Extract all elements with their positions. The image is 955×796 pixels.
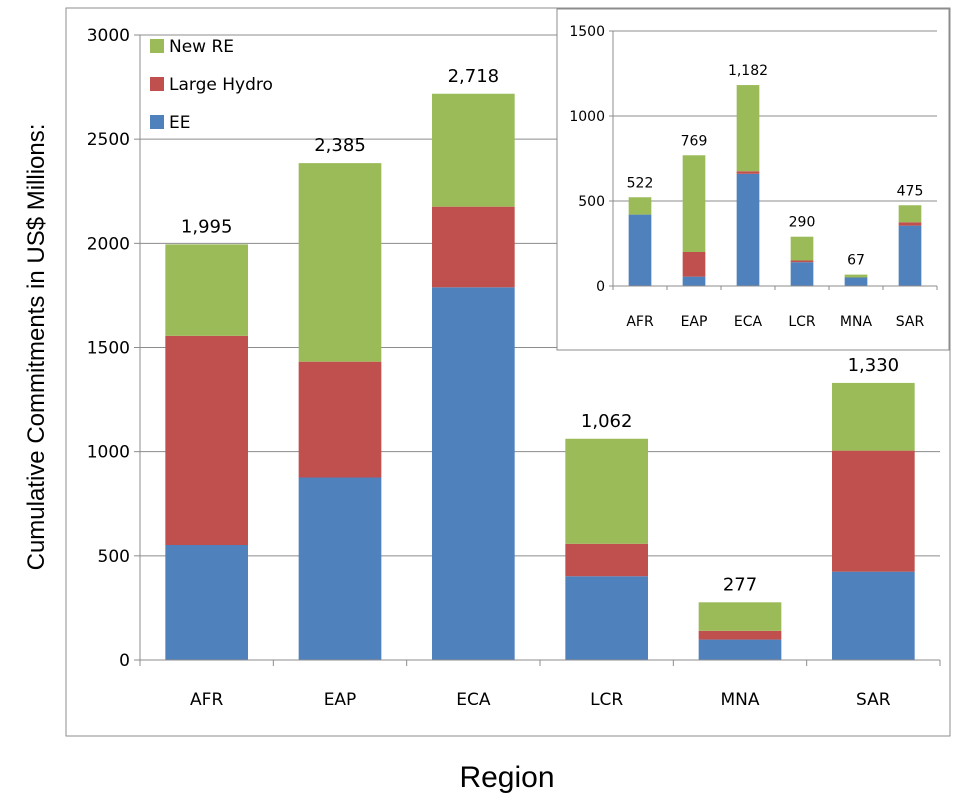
y-tick-label: 0 [119, 651, 130, 671]
x-tick-label: SAR [896, 314, 925, 330]
bar-segment-afr-large-hydro [165, 335, 248, 545]
bar-total-label: 277 [723, 574, 757, 595]
bar-segment-lcr-large-hydro [565, 543, 648, 577]
y-tick-label: 1000 [569, 109, 605, 125]
x-tick-label: ECA [456, 690, 491, 710]
bar-total-label: 1,330 [848, 355, 900, 376]
bar-total-label: 1,995 [181, 216, 233, 237]
main-axis: 0 500 1000 1500 2000 2500 3000 AFR EAP ECA LCR MNA S… [87, 26, 941, 710]
main-bars: 1,995 2,385 2,718 1,062 277 1,330 [165, 66, 915, 660]
x-tick-label: SAR [856, 690, 891, 710]
bar-segment-sar-new-re [832, 382, 915, 451]
bar-total-label: 475 [897, 183, 924, 199]
y-tick-label: 1500 [569, 24, 605, 40]
bar-segment-eca-ee [432, 287, 515, 660]
inset-bars: 522 769 1,182 290 67 475 [627, 63, 924, 286]
bar-total-label: 290 [789, 215, 816, 231]
bar-segment-eap-large-hydro [298, 361, 382, 478]
legend-label: EE [169, 113, 190, 133]
bar-segment-eca-ee [736, 173, 760, 286]
bar-total-label: 1,182 [728, 63, 768, 79]
x-tick-label: EAP [681, 314, 708, 330]
bar-segment-sar-large-hydro [898, 222, 922, 226]
bar-total-label: 2,718 [448, 66, 500, 87]
bar-segment-lcr-new-re [565, 438, 648, 544]
bar-segment-sar-new-re [898, 205, 922, 223]
legend-swatch [150, 115, 164, 129]
y-tick-label: 2000 [87, 234, 130, 254]
y-tick-label: 0 [596, 279, 605, 295]
legend-label: New RE [169, 37, 234, 57]
bar-segment-mna-new-re [698, 602, 782, 631]
bar-segment-afr-ee [628, 214, 652, 286]
bar-segment-mna-ee [844, 277, 868, 286]
bar-segment-afr-ee [165, 545, 248, 660]
bar-segment-mna-ee [698, 639, 782, 660]
bar-segment-eap-large-hydro [682, 252, 706, 277]
x-tick-label: AFR [190, 690, 223, 710]
y-tick-label: 1000 [87, 443, 130, 463]
bar-segment-lcr-ee [790, 262, 814, 286]
bar-segment-eca-new-re [432, 93, 515, 207]
x-tick-label: ECA [734, 314, 763, 330]
y-axis-title: Cumulative Commitments in US$ Millions: [23, 124, 50, 571]
x-tick-label: MNA [720, 690, 759, 710]
bar-segment-afr-new-re [628, 197, 652, 215]
bar-segment-eca-large-hydro [432, 206, 515, 288]
bar-segment-mna-large-hydro [698, 630, 782, 640]
legend-swatch [150, 77, 164, 91]
x-tick-label: AFR [626, 314, 654, 330]
inset-axis: 0 500 1000 1500 AFR EAP ECA LCR MNA SAR [569, 24, 938, 330]
bar-segment-sar-ee [832, 571, 915, 660]
bar-segment-eap-new-re [298, 163, 382, 362]
bar-segment-eap-new-re [682, 155, 706, 252]
inset-gridlines [613, 30, 937, 202]
bar-segment-eap-ee [298, 477, 382, 660]
bar-segment-mna-new-re [844, 274, 868, 278]
legend-label: Large Hydro [169, 75, 273, 95]
bar-segment-sar-ee [898, 225, 922, 286]
x-tick-label: LCR [788, 314, 816, 330]
y-tick-label: 500 [578, 194, 605, 210]
bar-segment-lcr-large-hydro [790, 260, 814, 263]
bar-segment-eap-ee [682, 276, 706, 286]
bar-segment-eca-large-hydro [736, 171, 760, 174]
x-tick-label: MNA [840, 314, 873, 330]
y-tick-label: 2500 [87, 130, 130, 150]
legend-swatch [150, 39, 164, 53]
legend: New RE Large Hydro EE [150, 37, 273, 133]
bar-segment-eca-new-re [736, 85, 760, 172]
x-tick-label: EAP [324, 690, 357, 710]
y-tick-label: 3000 [87, 26, 130, 46]
x-axis-title: Region [459, 761, 554, 794]
bar-total-label: 1,062 [581, 411, 633, 432]
y-tick-label: 1500 [87, 338, 130, 358]
bar-segment-sar-large-hydro [832, 450, 915, 572]
x-tick-label: LCR [590, 690, 623, 710]
bar-segment-afr-new-re [165, 244, 248, 336]
bar-total-label: 522 [627, 175, 654, 191]
bar-segment-lcr-new-re [790, 236, 814, 261]
bar-segment-lcr-ee [565, 576, 648, 660]
bar-total-label: 2,385 [314, 135, 366, 156]
bar-total-label: 67 [847, 253, 865, 269]
y-tick-label: 500 [98, 547, 130, 567]
bar-total-label: 769 [681, 133, 708, 149]
